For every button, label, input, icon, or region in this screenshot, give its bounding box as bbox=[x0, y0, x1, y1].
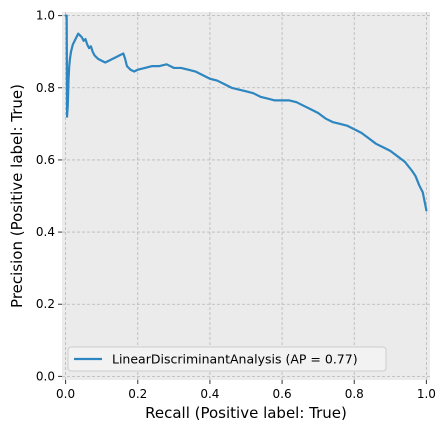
y-axis-label: Precision (Positive label: True) bbox=[8, 84, 26, 308]
axes: 0.0 0.2 0.4 0.6 0.8 1.0 0.0 0.2 0.4 0.6 0.8 1.0 bbox=[36, 9, 436, 401]
y-tick-label: 1.0 bbox=[36, 9, 55, 23]
y-tick-label: 0.0 bbox=[36, 369, 55, 383]
x-tick-label: 0.2 bbox=[128, 387, 147, 401]
plot-area bbox=[62, 12, 430, 380]
x-tick-label: 0.6 bbox=[273, 387, 292, 401]
y-tick-label: 0.6 bbox=[36, 153, 55, 167]
y-tick-label: 0.2 bbox=[36, 297, 55, 311]
x-tick-label: 1.0 bbox=[417, 387, 436, 401]
y-tick-label: 0.4 bbox=[36, 225, 55, 239]
legend: LinearDiscriminantAnalysis (AP = 0.77) bbox=[67, 346, 387, 372]
y-tick-label: 0.8 bbox=[36, 81, 55, 95]
x-axis-label: Recall (Positive label: True) bbox=[145, 404, 347, 422]
legend-box bbox=[67, 346, 387, 372]
series-lines bbox=[64, 14, 428, 212]
x-tick-label: 0.8 bbox=[345, 387, 364, 401]
x-tick-label: 0.4 bbox=[200, 387, 219, 401]
x-tick-label: 0.0 bbox=[56, 387, 75, 401]
grid-lines bbox=[62, 12, 430, 380]
legend-label: LinearDiscriminantAnalysis (AP = 0.77) bbox=[112, 352, 358, 367]
series-line bbox=[64, 14, 428, 212]
